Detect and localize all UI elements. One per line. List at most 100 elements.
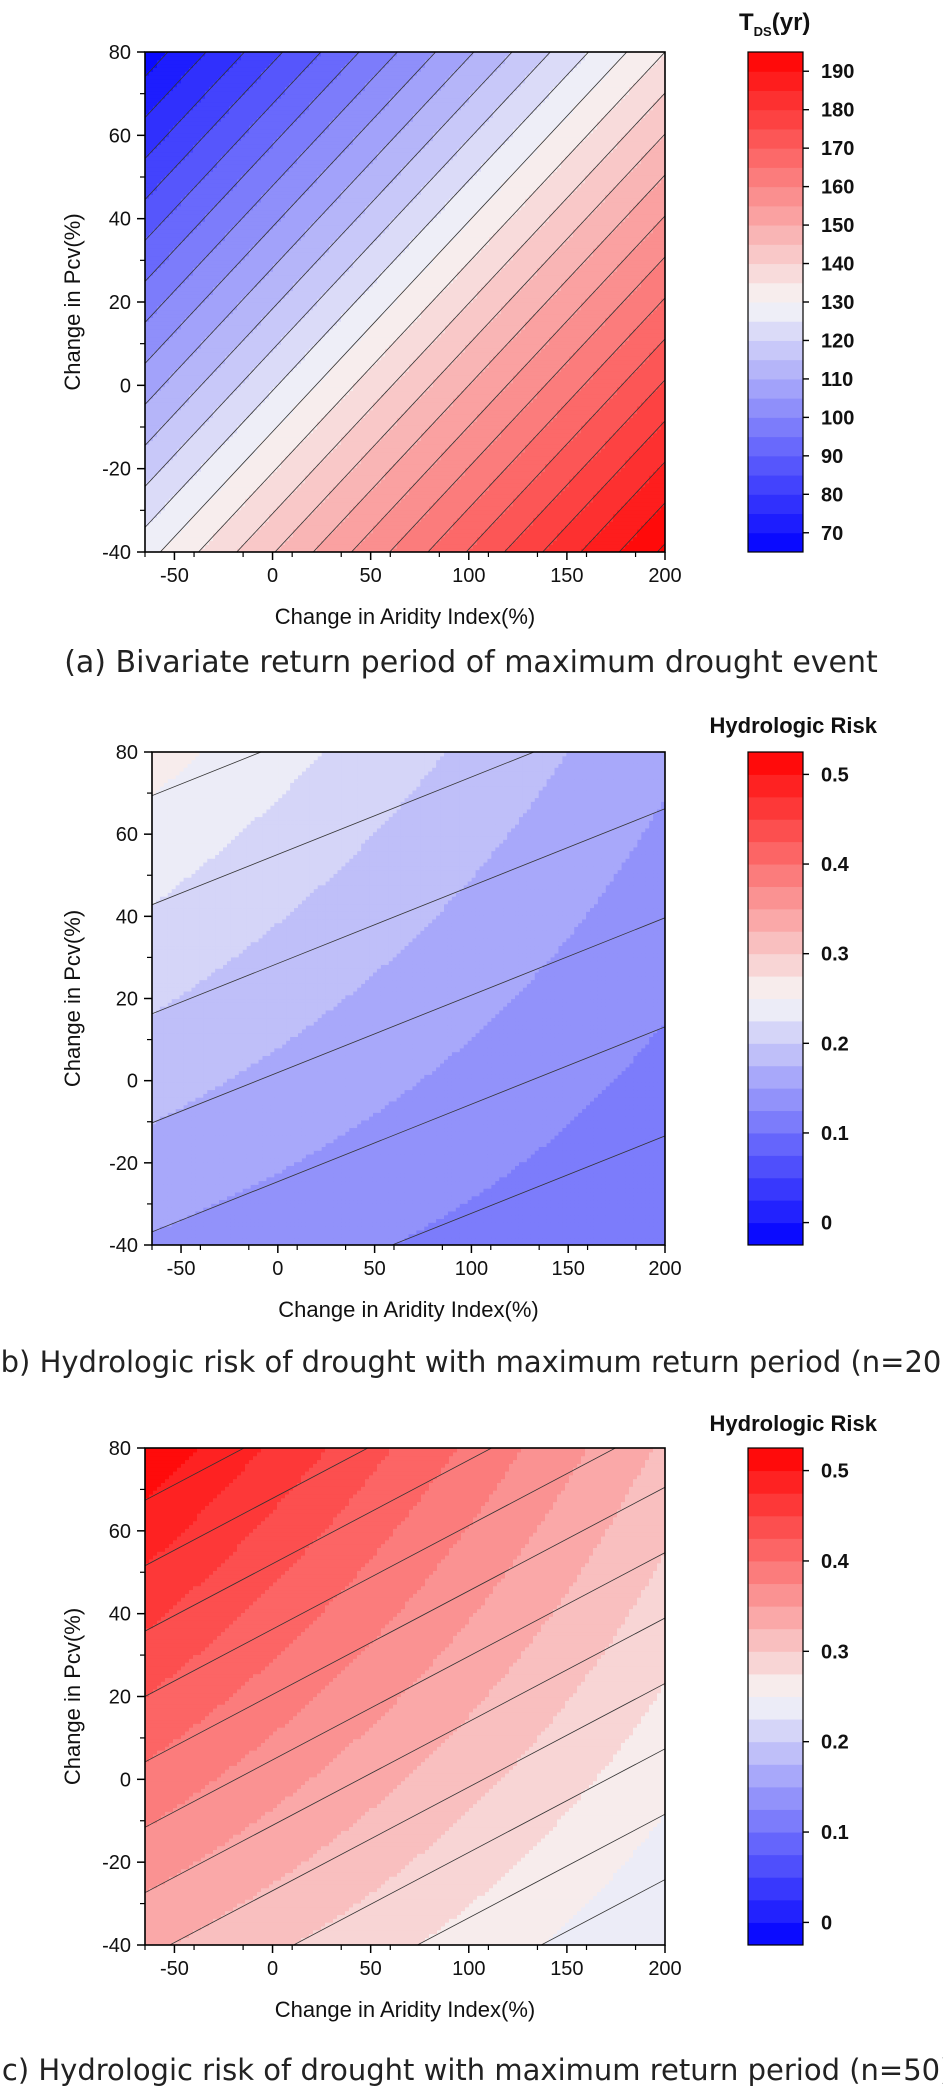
x-tick-label: 0 [267, 1958, 278, 1980]
colorbar-swatch [748, 752, 803, 775]
colorbar-swatch [748, 1200, 803, 1224]
contour-line [152, 752, 263, 796]
x-tick-label: 200 [648, 1958, 681, 1980]
contour-line [159, 52, 628, 552]
colorbar-swatch [748, 436, 803, 457]
colorbar-swatch [748, 796, 803, 820]
colorbar-tick-label: 0.3 [821, 1641, 849, 1663]
colorbar-swatch [748, 1493, 803, 1517]
colorbar-swatch [748, 1222, 803, 1246]
contour-lines [152, 752, 665, 1245]
contour-line [350, 215, 665, 552]
colorbar-swatch [748, 1922, 803, 1946]
colorbar-swatch [748, 1741, 803, 1765]
x-tick-label: 200 [648, 1258, 681, 1280]
y-tick-label: 80 [109, 42, 131, 64]
colorbar-tick-label: 0.5 [821, 764, 849, 786]
y-tick-label: 40 [109, 1604, 131, 1626]
colorbar-swatch [748, 1764, 803, 1788]
colorbar-swatch [748, 513, 803, 534]
colorbar-swatch [748, 1583, 803, 1607]
y-axis: -40 -20 0 20 40 60 80 [102, 42, 145, 564]
x-axis-label: Change in Aridity Index(%) [278, 1297, 538, 1322]
colorbar-swatch [748, 1538, 803, 1562]
contour-line [389, 256, 665, 552]
colorbar-swatch [748, 128, 803, 149]
colorbar: 0 0.1 0.2 0.3 0.4 0.5 Hydrologic Risk [710, 1411, 878, 1946]
contour-line [145, 52, 322, 241]
colorbar-swatch [748, 886, 803, 910]
colorbar-tick-label: 0.5 [821, 1461, 849, 1483]
x-axis: -50 0 50 100 150 200 [144, 1945, 682, 1980]
y-tick-label: 60 [116, 824, 138, 846]
colorbar-swatch [748, 494, 803, 515]
colorbar-tick-label: 150 [821, 215, 854, 237]
colorbar-swatch [748, 774, 803, 798]
colorbar-swatch [748, 1560, 803, 1585]
colorbar-swatch [748, 109, 803, 130]
colorbar-swatch [748, 455, 803, 476]
colorbar-swatch [748, 71, 803, 91]
contour-line [145, 1448, 493, 1632]
colorbar-swatch [748, 244, 803, 265]
y-tick-label: 0 [120, 375, 131, 397]
y-axis-label: Change in Pcv(%) [60, 213, 85, 390]
x-tick-label: 0 [267, 565, 278, 587]
contour-line [152, 808, 665, 1015]
colorbar-swatch [748, 90, 803, 111]
y-tick-label: 20 [109, 292, 131, 314]
y-axis: -40 -20 0 20 40 60 80 [109, 742, 152, 1257]
colorbar-title: TDS(yr) [739, 9, 810, 39]
x-axis-label: Change in Aridity Index(%) [275, 604, 535, 629]
colorbar-swatch [748, 931, 803, 955]
contour-line [145, 52, 284, 200]
colorbar-tick-label: 110 [821, 369, 853, 391]
x-tick-label: 50 [360, 1958, 382, 1980]
y-axis: -40 -20 0 20 40 60 80 [102, 1438, 145, 1957]
colorbar: 70 80 90 100 110 120 130 140 150 160 170 180 190 TDS(… [739, 9, 854, 553]
contour-line [145, 52, 590, 528]
colorbar-swatch [748, 340, 803, 361]
chart-panel-a: -50 0 50 100 150 200 -40 -20 0 20 40 60 80 Change in … [60, 9, 878, 680]
colorbar-tick-label: 0.3 [821, 944, 849, 966]
x-tick-label: 150 [550, 1958, 583, 1980]
colorbar-swatch [748, 1155, 803, 1179]
colorbar-swatch [748, 1899, 803, 1923]
colorbar-swatch [748, 908, 803, 932]
colorbar-swatch [748, 1673, 803, 1697]
colorbar-swatch [748, 998, 803, 1022]
panel-caption: (a) Bivariate return period of maximum d… [64, 645, 878, 680]
colorbar-swatch [748, 1651, 803, 1675]
contour-line [145, 1617, 665, 1894]
contour-line [292, 1748, 665, 1945]
y-tick-label: 80 [116, 742, 138, 764]
contour-line [427, 297, 665, 552]
colorbar: 0 0.1 0.2 0.3 0.4 0.5 Hydrologic Risk [710, 713, 878, 1246]
contour-lines [145, 1448, 665, 1945]
colorbar-swatch [748, 302, 803, 322]
x-tick-label: 100 [452, 1958, 485, 1980]
x-tick-label: 50 [363, 1258, 385, 1280]
colorbar-swatch [748, 1719, 803, 1743]
contour-line [152, 752, 536, 906]
colorbar-swatch [748, 52, 803, 72]
colorbar-swatch [748, 1110, 803, 1134]
colorbar-tick-label: 0.2 [821, 1033, 849, 1055]
colorbar-tick-label: 160 [821, 177, 854, 199]
colorbar-swatch [748, 1088, 803, 1112]
contour-line [312, 174, 665, 552]
colorbar-swatch [748, 282, 803, 303]
panel-caption: (b) Hydrologic risk of drought with maxi… [0, 1345, 943, 1379]
x-axis-label: Change in Aridity Index(%) [275, 1997, 535, 2022]
contour-lines [145, 52, 665, 552]
colorbar-swatch [748, 417, 803, 438]
colorbar-tick-label: 0.1 [821, 1123, 849, 1145]
y-tick-label: -20 [102, 1852, 131, 1874]
colorbar-swatch [748, 1470, 803, 1494]
colorbar-tick-label: 0 [821, 1213, 832, 1235]
y-tick-label: -20 [102, 459, 131, 481]
y-tick-label: 0 [120, 1769, 131, 1791]
contour-line [145, 1552, 665, 1828]
contour-field [152, 752, 665, 1245]
y-tick-label: 80 [109, 1438, 131, 1460]
